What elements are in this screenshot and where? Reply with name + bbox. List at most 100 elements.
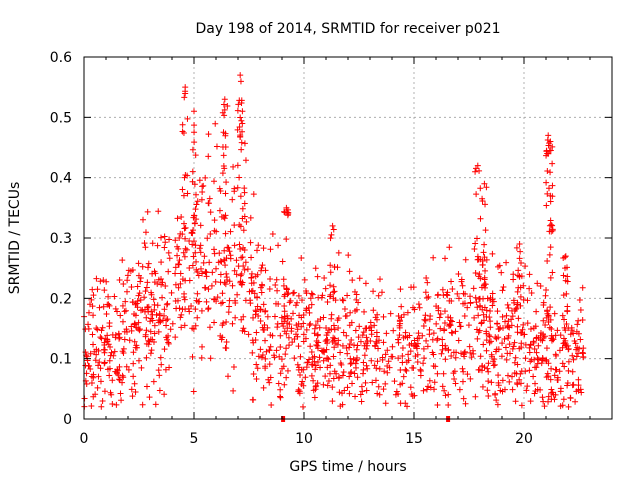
data-point (132, 321, 139, 328)
data-point (561, 316, 568, 323)
data-point (178, 214, 185, 221)
data-point (223, 270, 230, 277)
data-point (179, 186, 186, 193)
data-point (178, 324, 185, 331)
data-point (128, 327, 135, 334)
data-point (455, 295, 462, 302)
data-point (278, 314, 285, 321)
data-point (150, 378, 157, 385)
data-point (361, 308, 368, 315)
data-point (206, 259, 213, 266)
data-point (544, 257, 551, 264)
data-point (312, 265, 319, 272)
data-point (382, 400, 389, 407)
data-point (519, 326, 526, 333)
data-point (194, 314, 201, 321)
data-point (161, 306, 168, 313)
data-point (241, 266, 248, 273)
data-point (219, 334, 226, 341)
data-point (223, 274, 230, 281)
data-point (242, 259, 249, 266)
data-point (202, 174, 209, 181)
data-point (320, 357, 327, 364)
data-point (324, 382, 331, 389)
data-point (298, 255, 305, 262)
data-point (376, 365, 383, 372)
data-point (97, 378, 104, 385)
data-point (213, 228, 220, 235)
data-point (143, 314, 150, 321)
data-point (327, 282, 334, 289)
data-point (123, 363, 130, 370)
data-point (417, 366, 424, 373)
data-point (273, 347, 280, 354)
data-point (192, 206, 199, 213)
data-point (523, 387, 530, 394)
data-point (318, 294, 325, 301)
data-point (364, 342, 371, 349)
data-point (259, 262, 266, 269)
data-point (487, 318, 494, 325)
data-point (226, 278, 233, 285)
data-point (356, 323, 363, 330)
data-point (190, 253, 197, 260)
data-point (295, 386, 302, 393)
data-point (288, 315, 295, 322)
data-point (517, 293, 524, 300)
data-point (132, 312, 139, 319)
data-point (449, 285, 456, 292)
data-point (322, 373, 329, 380)
data-point (384, 347, 391, 354)
data-point (547, 217, 554, 224)
data-point (180, 129, 187, 136)
data-point (490, 362, 497, 369)
data-point (151, 279, 158, 286)
data-point (449, 330, 456, 337)
data-point (373, 338, 380, 345)
data-point (420, 360, 427, 367)
data-point (544, 168, 551, 175)
data-point (362, 280, 369, 287)
data-point (234, 107, 241, 114)
data-point (130, 360, 137, 367)
data-point (197, 242, 204, 249)
data-point (455, 337, 462, 344)
data-point (381, 368, 388, 375)
data-point (179, 231, 186, 238)
data-point (311, 353, 318, 360)
data-point (88, 403, 95, 410)
data-point (502, 318, 509, 325)
data-point (302, 335, 309, 342)
data-point (172, 334, 179, 341)
data-point (389, 343, 396, 350)
data-point (94, 286, 101, 293)
data-point (181, 253, 188, 260)
data-point (534, 360, 541, 367)
data-point (105, 341, 112, 348)
data-point (510, 343, 517, 350)
data-point (283, 204, 290, 211)
data-point (361, 352, 368, 359)
data-point (460, 300, 467, 307)
data-point (535, 342, 542, 349)
data-point (456, 319, 463, 326)
data-point (557, 332, 564, 339)
data-point (368, 357, 375, 364)
data-point (533, 349, 540, 356)
data-point (526, 344, 533, 351)
data-point (404, 309, 411, 316)
data-point (223, 179, 230, 186)
data-point (123, 326, 130, 333)
data-point (250, 279, 257, 286)
data-point (502, 344, 509, 351)
data-point (512, 354, 519, 361)
data-point (295, 292, 302, 299)
data-point (411, 337, 418, 344)
data-point (106, 372, 113, 379)
data-point (279, 258, 286, 265)
data-point (448, 329, 455, 336)
data-point (524, 297, 531, 304)
data-point (552, 391, 559, 398)
data-point (191, 139, 198, 146)
data-point (526, 285, 533, 292)
